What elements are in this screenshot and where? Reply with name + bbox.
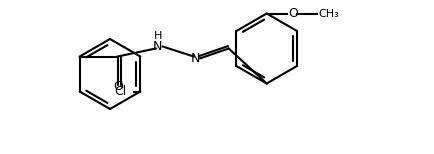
Text: H: H	[154, 30, 162, 41]
Text: N: N	[191, 52, 201, 65]
Text: Cl: Cl	[114, 85, 126, 98]
Text: CH₃: CH₃	[319, 8, 339, 18]
Text: N: N	[153, 40, 162, 53]
Text: O: O	[289, 7, 299, 20]
Text: O: O	[113, 79, 123, 93]
